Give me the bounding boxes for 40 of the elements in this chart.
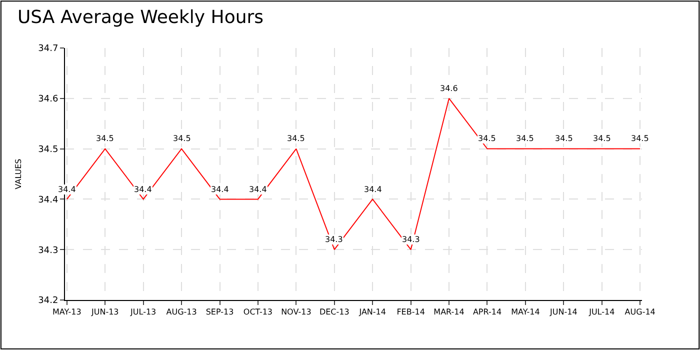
data-label: 34.5 [593,134,611,143]
data-label: 34.4 [249,185,267,194]
x-tick-label: JUL-13 [130,308,156,317]
y-tick-label: 34.4 [38,195,58,206]
x-tick-label: JAN-14 [358,308,386,317]
x-tick-label: MAY-14 [511,308,540,317]
data-label: 34.5 [516,134,534,143]
x-tick-label: MAR-14 [434,308,464,317]
chart-title: USA Average Weekly Hours [18,7,264,28]
data-label: 34.3 [325,235,343,244]
x-tick-label: AUG-13 [166,308,197,317]
data-label: 34.5 [631,134,649,143]
data-label: 34.3 [402,235,420,244]
data-label: 34.6 [440,84,458,93]
x-tick-label: DEC-13 [319,308,350,317]
y-tick-label: 34.2 [38,296,58,306]
y-axis-title: VALUES [14,158,23,190]
x-tick-label: APR-14 [472,308,502,317]
y-tick-label: 34.3 [38,246,58,256]
x-tick-label: JUL-14 [588,308,615,317]
data-label: 34.4 [364,185,382,194]
x-tick-label: FEB-14 [396,308,425,317]
y-tick-label: 34.5 [38,144,58,155]
data-label: 34.4 [211,185,229,194]
x-tick-label: MAY-13 [52,308,82,317]
x-tick-label: AUG-14 [624,308,656,317]
data-label: 34.5 [173,134,191,143]
x-tick-label: OCT-13 [243,308,273,317]
x-tick-label: NOV-13 [281,308,312,317]
x-tick-label: JUN-14 [549,308,578,317]
x-tick-label: SEP-13 [206,308,234,317]
data-label: 34.4 [58,185,76,194]
y-tick-label: 34.7 [38,44,58,54]
data-label: 34.4 [134,185,152,194]
data-label: 34.5 [555,134,573,143]
x-tick-label: JUN-13 [90,308,119,317]
y-tick-label: 34.6 [38,94,58,105]
data-label: 34.5 [478,134,496,143]
data-label: 34.5 [287,134,305,143]
data-label: 34.5 [96,134,114,143]
